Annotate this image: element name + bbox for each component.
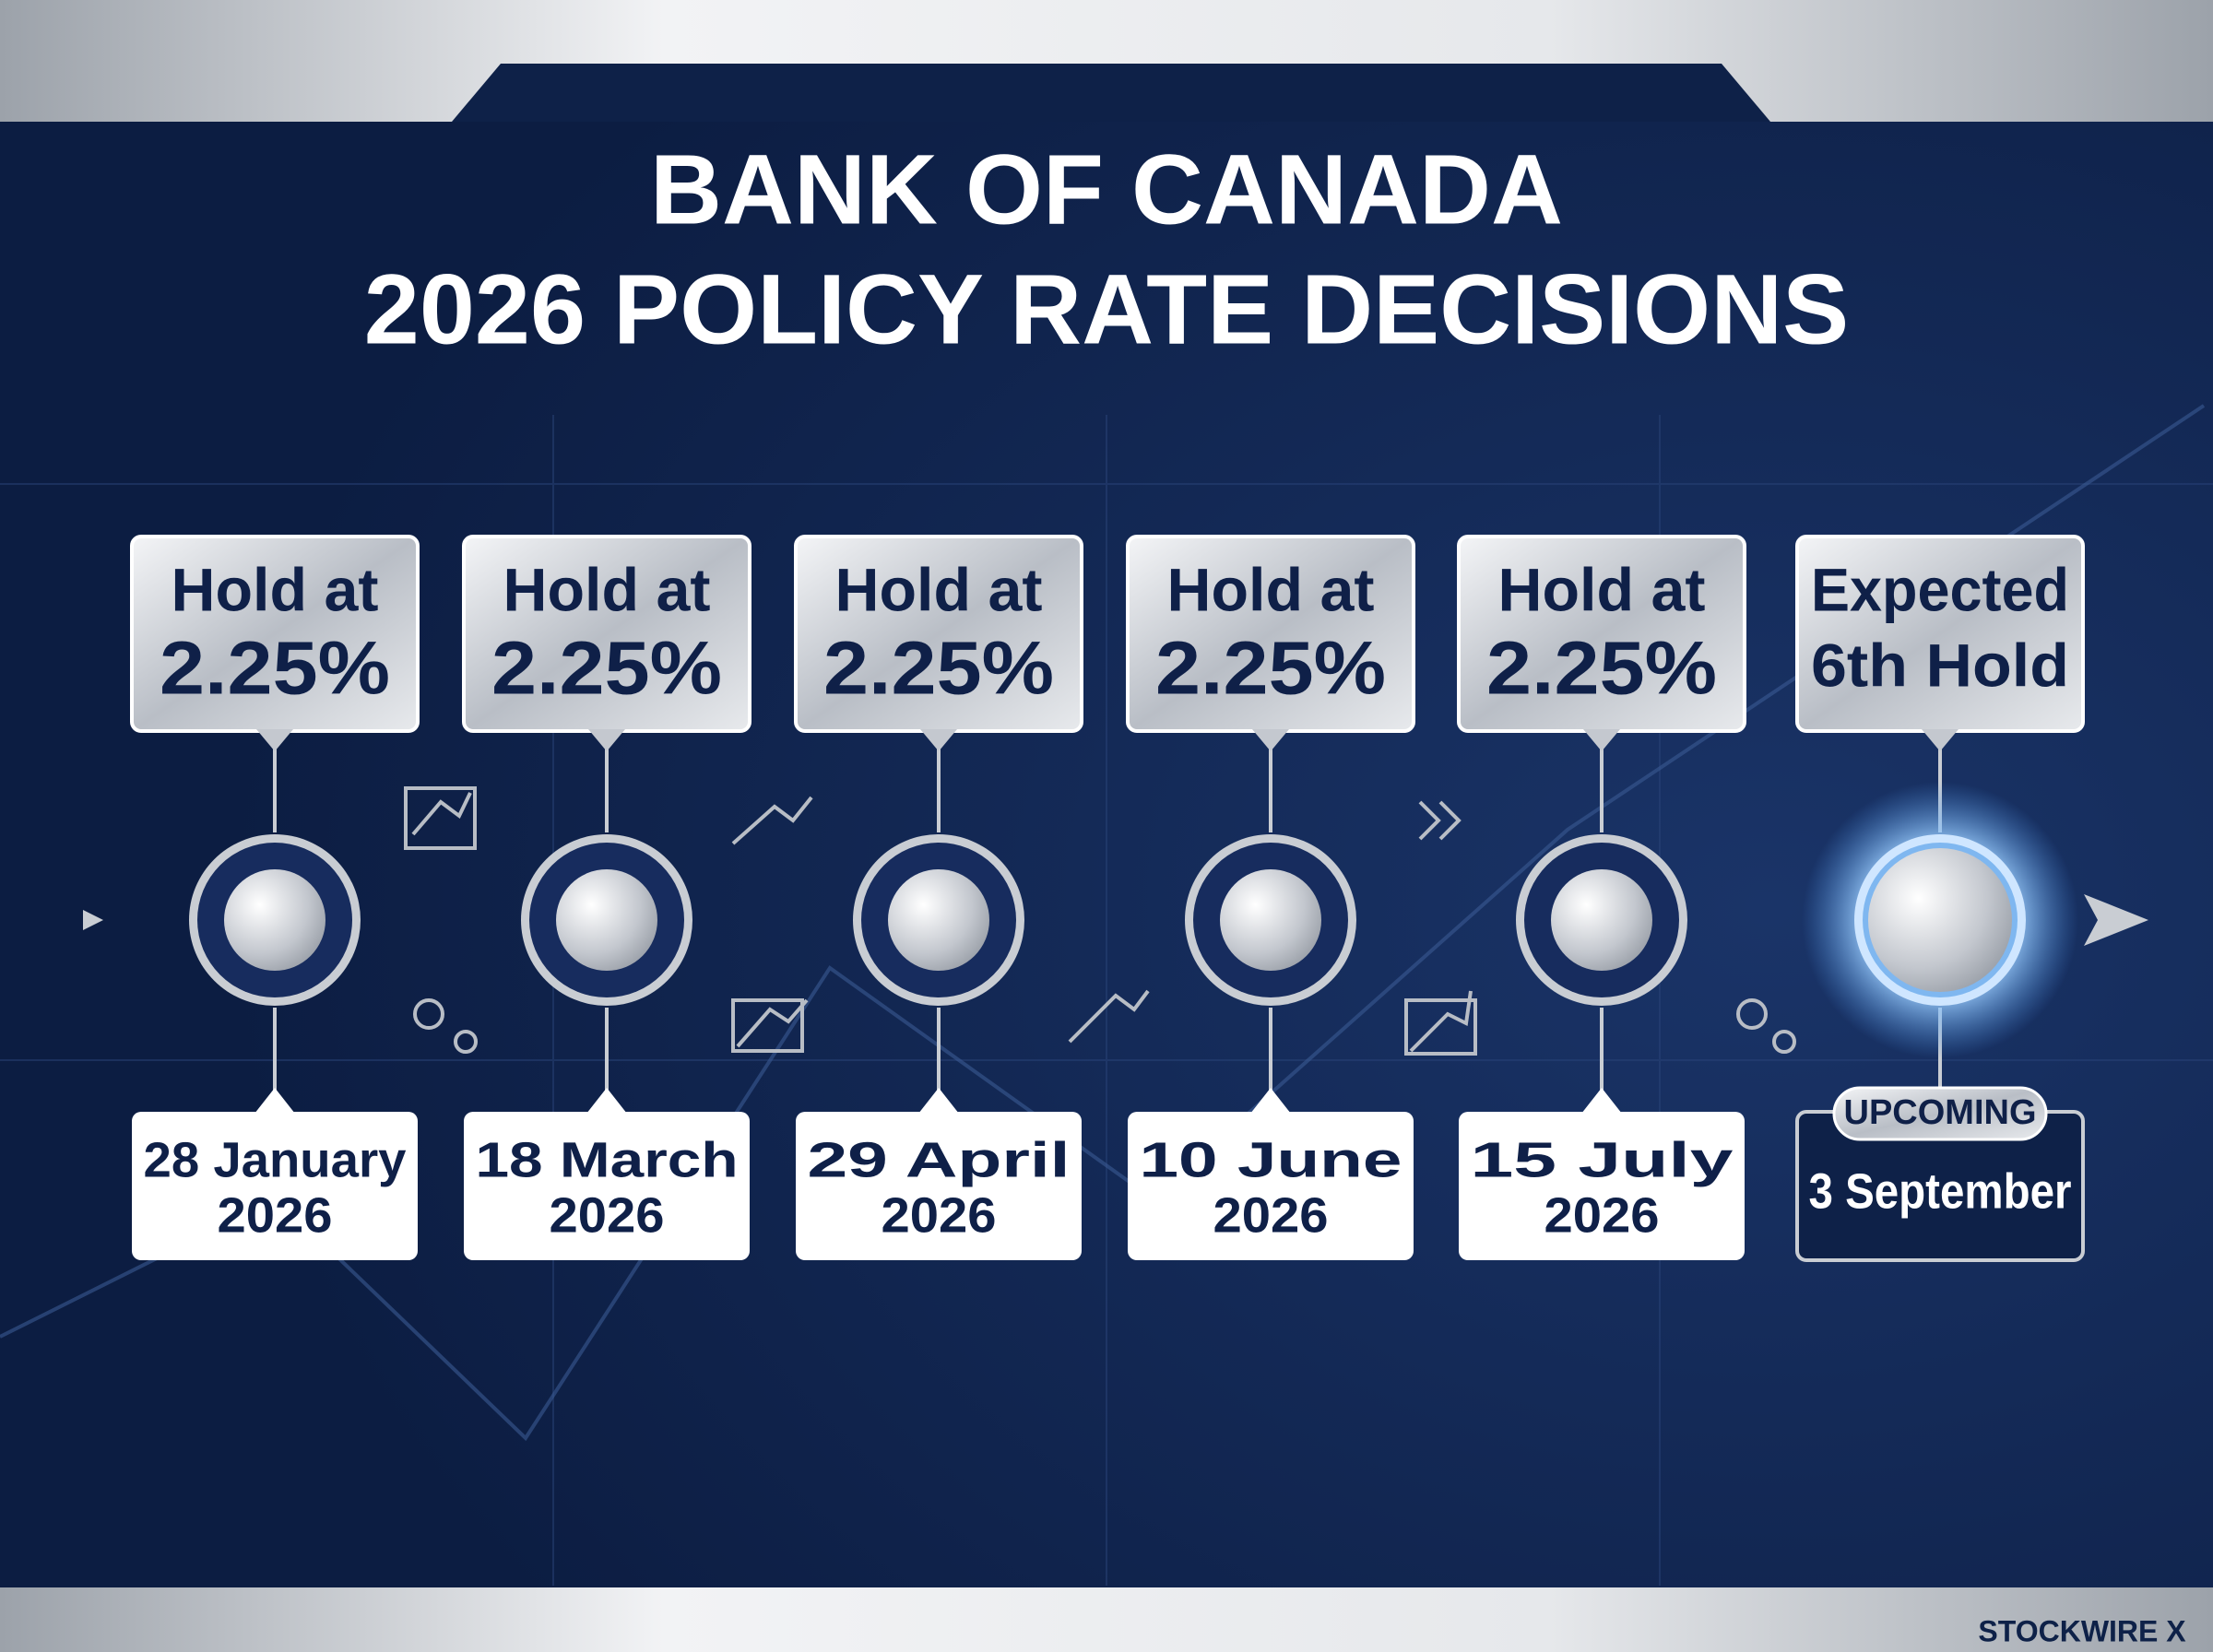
- node-knob: [1551, 869, 1652, 971]
- status-text: 2.25%: [1155, 627, 1386, 711]
- date-pointer: [586, 1088, 627, 1114]
- date-text: 2026: [1213, 1187, 1329, 1243]
- date-text: 2026: [882, 1187, 997, 1243]
- node-knob: [556, 869, 657, 971]
- date-pointer: [918, 1088, 959, 1114]
- status-text: 2.25%: [491, 627, 722, 711]
- timeline-arrow: [2084, 894, 2148, 946]
- status-text: Hold at: [1498, 555, 1706, 623]
- status-text: 2.25%: [160, 627, 390, 711]
- date-text: 28 January: [144, 1132, 407, 1187]
- status-text: Hold at: [503, 555, 711, 623]
- status-text: 2.25%: [823, 627, 1054, 711]
- date-pointer: [1250, 1088, 1291, 1114]
- status-text: Expected: [1811, 555, 2069, 623]
- status-pointer: [588, 729, 625, 751]
- brand: STOCKWIRE X: [1978, 1614, 2186, 1647]
- status-pointer: [256, 729, 293, 751]
- date-text: 29 April: [808, 1132, 1071, 1187]
- title-line: BANK OF CANADA: [650, 134, 1563, 245]
- badge: [1832, 1086, 2048, 1141]
- date-box: [1459, 1112, 1745, 1260]
- date-text: 18 March: [476, 1132, 739, 1187]
- date-text: 2026: [550, 1187, 665, 1243]
- date-box: [464, 1112, 750, 1260]
- bottom-band: [0, 1587, 2213, 1652]
- status-text: Hold at: [1167, 555, 1375, 623]
- date-text: 3 September: [1809, 1163, 2072, 1219]
- date-box: [796, 1112, 1082, 1260]
- status-pointer: [1252, 729, 1289, 751]
- node-knob: [1220, 869, 1321, 971]
- status-text: 2.25%: [1486, 627, 1717, 711]
- date-pointer: [1581, 1088, 1622, 1114]
- node-knob: [888, 869, 989, 971]
- timeline-tail: [83, 910, 103, 930]
- status-pointer: [920, 729, 957, 751]
- status-pointer: [1922, 729, 1959, 751]
- status-text: Hold at: [835, 555, 1043, 623]
- node-knob: [1868, 848, 2012, 992]
- date-text: 2026: [218, 1187, 333, 1243]
- date-text: 10 June: [1140, 1132, 1402, 1187]
- title-line: 2026 POLICY RATE DECISIONS: [364, 254, 1849, 365]
- decor-icons: [404, 786, 1796, 1056]
- date-pointer: [254, 1088, 295, 1114]
- badge-text: UPCOMING: [1844, 1093, 2037, 1132]
- date-box: [1128, 1112, 1414, 1260]
- date-text: 2026: [1544, 1187, 1660, 1243]
- node-knob: [224, 869, 325, 971]
- title-tab: [452, 64, 1770, 122]
- status-text: Hold at: [172, 555, 379, 623]
- date-box: [132, 1112, 418, 1260]
- status-text: 6th Hold: [1811, 631, 2069, 699]
- status-pointer: [1583, 729, 1620, 751]
- date-text: 15 July: [1471, 1132, 1734, 1187]
